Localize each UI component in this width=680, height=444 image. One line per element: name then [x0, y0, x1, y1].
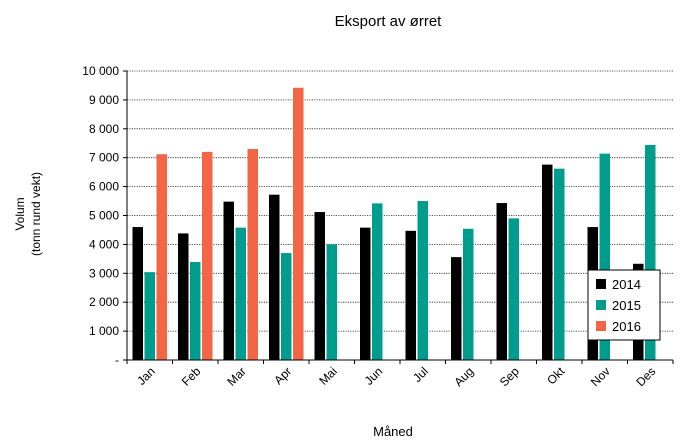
bar-2014-jul: [405, 230, 416, 360]
y-tick-label: 3 000: [89, 266, 119, 280]
bar-2015-nov: [599, 153, 610, 360]
x-tick-label: Mai: [316, 364, 340, 388]
legend: 2014 2015 2016: [587, 269, 661, 341]
bars: [132, 87, 656, 361]
y-axis-label: Volum (tonn rund vekt): [13, 172, 43, 256]
x-tick-label: Jan: [134, 364, 158, 388]
bar-2014-mai: [314, 212, 325, 360]
x-tick-label: Jul: [410, 364, 431, 385]
x-tick-label: Aug: [451, 364, 476, 389]
bar-2014-apr: [269, 194, 280, 360]
y-tick-label: 4 000: [89, 237, 119, 251]
y-tick-label: 1 000: [89, 324, 119, 338]
bar-2014-jan: [132, 227, 143, 360]
x-tick-label: Sep: [497, 364, 522, 389]
y-axis-label-line-2: (tonn rund vekt): [29, 172, 43, 256]
bar-2015-des: [645, 144, 656, 360]
bar-2015-mar: [235, 227, 246, 360]
x-tick-label: Jun: [362, 364, 386, 388]
legend-label-2015: 2015: [612, 298, 641, 313]
bar-2015-jun: [372, 203, 383, 360]
legend-swatch-2014: [596, 279, 606, 289]
bar-2014-okt: [542, 164, 553, 360]
y-axis-label-line-1: Volum: [13, 197, 27, 230]
bar-2014-mar: [223, 201, 234, 360]
x-tick-label: Feb: [179, 364, 204, 389]
bar-2016-feb: [202, 151, 213, 360]
bar-2015-okt: [554, 168, 565, 360]
bar-2014-sep: [496, 203, 507, 360]
y-tick-label: 9 000: [89, 93, 119, 107]
x-axis-ticks: Jan Feb Mar Apr Mai Jun Jul Aug Sep Okt Nov Des: [126, 360, 674, 389]
y-tick-label: 7 000: [89, 151, 119, 165]
bar-2015-aug: [463, 228, 474, 360]
x-axis-label: Måned: [373, 424, 413, 439]
y-tick-label: 5 000: [89, 209, 119, 223]
chart-title: Eksport av ørret: [335, 13, 443, 30]
bar-2014-jun: [360, 227, 371, 360]
y-tick-label: 10 000: [82, 64, 119, 78]
bar-2015-jul: [417, 201, 428, 360]
legend-label-2014: 2014: [612, 277, 641, 292]
y-tick-label: 2 000: [89, 295, 119, 309]
bar-2015-apr: [281, 253, 292, 360]
x-tick-label: Mar: [224, 364, 249, 389]
bar-2015-mai: [326, 244, 337, 360]
y-tick-label: -: [115, 353, 119, 367]
x-tick-label: Apr: [271, 364, 294, 387]
bar-2016-mar: [247, 149, 258, 360]
x-tick-label: Okt: [544, 364, 568, 388]
x-tick-label: Nov: [588, 364, 613, 389]
legend-swatch-2015: [596, 300, 606, 310]
legend-label-2016: 2016: [612, 319, 641, 334]
bar-2014-feb: [178, 233, 189, 360]
y-axis-ticks: - 1 000 2 000 3 000 4 000 5 000 6 000 7 000 8 00…: [82, 64, 127, 367]
legend-swatch-2016: [596, 321, 606, 331]
y-tick-label: 6 000: [89, 180, 119, 194]
y-tick-label: 8 000: [89, 122, 119, 136]
bar-2016-jan: [156, 154, 167, 360]
bar-2015-jan: [144, 272, 155, 360]
bar-2016-apr: [293, 87, 304, 361]
x-tick-label: Des: [633, 364, 658, 389]
bar-2015-sep: [508, 218, 519, 360]
bar-2015-feb: [190, 262, 201, 360]
bar-2014-aug: [451, 257, 462, 360]
